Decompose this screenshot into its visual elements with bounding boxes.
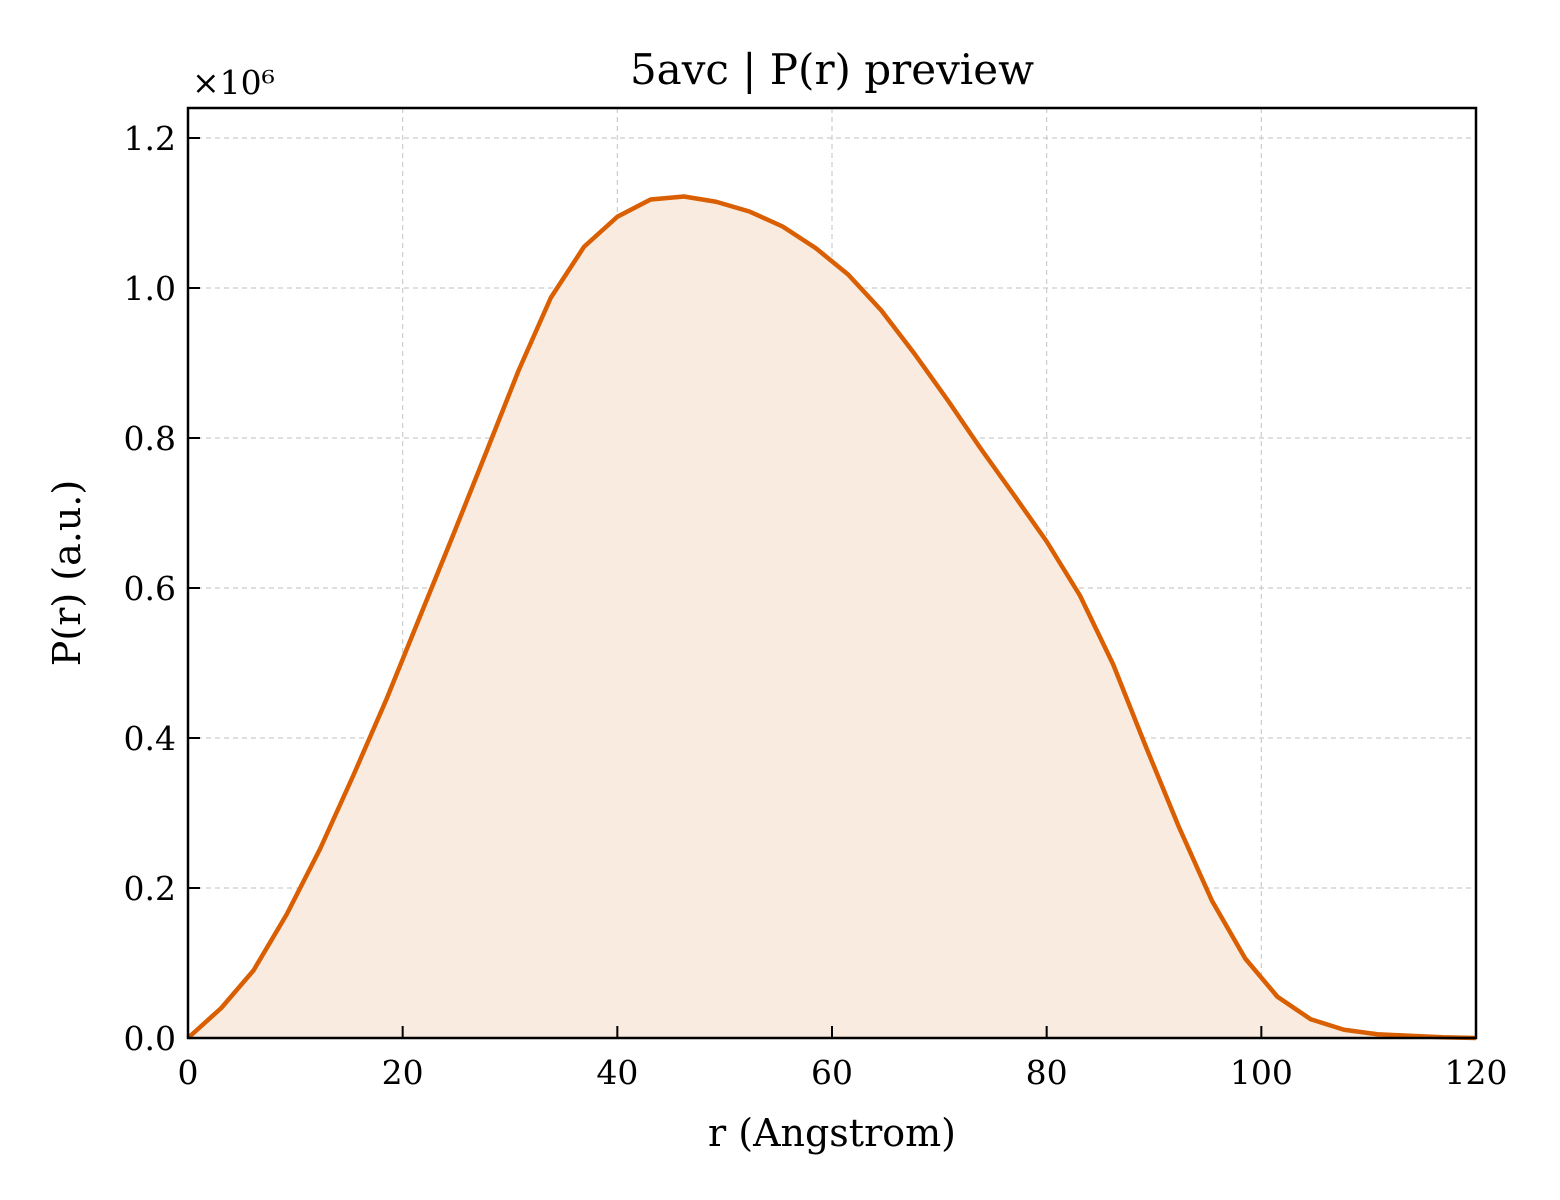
x-axis-label: r (Angstrom) [708, 1111, 956, 1155]
y-tick-label: 0.0 [124, 1019, 176, 1058]
x-tick-label: 20 [382, 1053, 424, 1092]
x-tick-label: 40 [596, 1053, 638, 1092]
y-tick-label: 1.2 [124, 119, 176, 158]
x-tick-label: 60 [811, 1053, 853, 1092]
x-tick-label: 100 [1230, 1053, 1293, 1092]
series-layer [186, 194, 1477, 1041]
x-tick-label: 120 [1445, 1053, 1508, 1092]
ticks: 0 20 40 60 80 100 120 0.0 0.2 0.4 0.6 0.8 1.0 1.2 [124, 119, 1508, 1092]
y-axis-label: P(r) (a.u.) [45, 480, 89, 666]
y-axis-multiplier: ×10⁶ [192, 63, 275, 102]
x-tick-label: 0 [178, 1053, 199, 1092]
chart-title: 5avc | P(r) preview [630, 45, 1034, 94]
y-tick-label: 0.6 [124, 569, 176, 608]
x-tick-label: 80 [1026, 1053, 1068, 1092]
pr-area-fill [188, 196, 1476, 1038]
y-tick-label: 0.8 [124, 419, 176, 458]
y-tick-label: 0.2 [124, 869, 176, 908]
y-tick-label: 1.0 [124, 269, 176, 308]
y-tick-label: 0.4 [124, 719, 176, 758]
pr-curve [186, 194, 1477, 1041]
